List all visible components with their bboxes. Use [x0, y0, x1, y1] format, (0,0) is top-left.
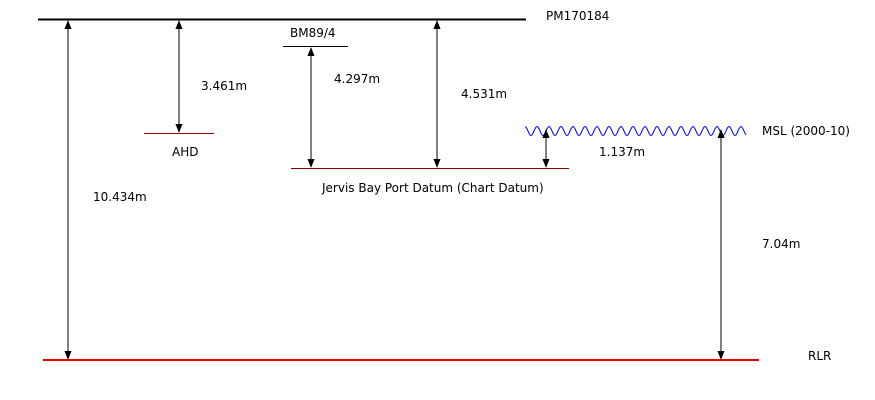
msl-to-rlr-value: 7.04m	[762, 237, 800, 251]
chart-datum-label: Jervis Bay Port Datum (Chart Datum)	[321, 181, 544, 195]
msl-label: MSL (2000-10)	[762, 124, 850, 138]
pm170184-label: PM170184	[546, 9, 609, 23]
msl-wave-line	[524, 125, 747, 137]
bm89-4-label: BM89/4	[290, 26, 336, 40]
rlr-label: RLR	[808, 349, 831, 363]
ahd-label: AHD	[172, 145, 198, 159]
pm-to-rlr-value: 10.434m	[93, 190, 147, 204]
msl-to-chart-datum-value: 1.137m	[599, 145, 645, 159]
pm-to-chart-datum-value: 4.531m	[461, 87, 507, 101]
bm-to-chart-datum-value: 4.297m	[334, 72, 380, 86]
pm-to-ahd-value: 3.461m	[201, 79, 247, 93]
